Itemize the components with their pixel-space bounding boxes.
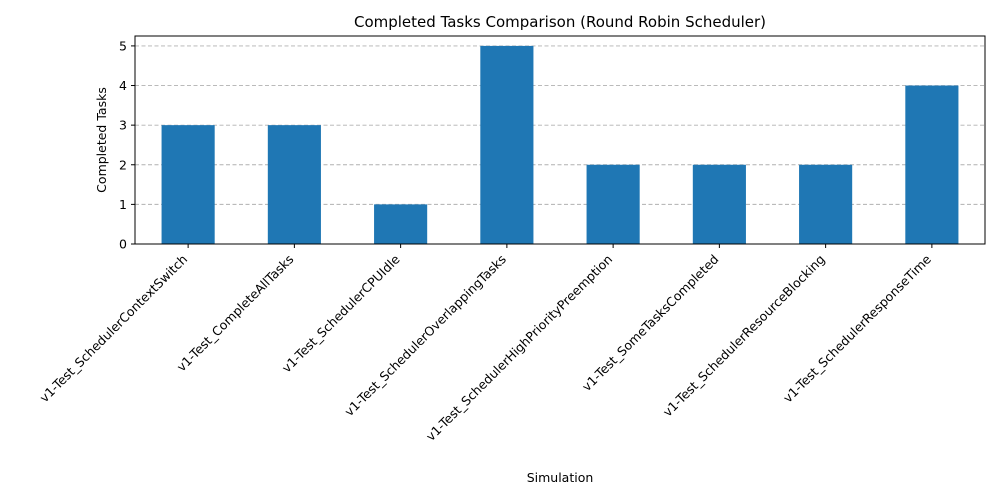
bar xyxy=(374,204,428,244)
grid-lines xyxy=(135,45,985,245)
x-tick-label: v1-Test_SchedulerCPUIdle xyxy=(279,251,403,375)
y-tick-label: 1 xyxy=(119,197,127,212)
bar xyxy=(480,45,534,245)
bar xyxy=(586,164,640,244)
plot-frame xyxy=(134,35,986,245)
bar xyxy=(905,85,959,245)
y-axis-label: Completed Tasks xyxy=(94,87,109,193)
y-tick-label: 3 xyxy=(119,118,127,133)
x-tick-label: v1-Test_SchedulerContextSwitch xyxy=(36,252,190,406)
chart-title: Completed Tasks Comparison (Round Robin … xyxy=(354,13,766,31)
bar xyxy=(267,125,321,244)
x-axis-label: Simulation xyxy=(527,470,594,485)
y-tick-label: 4 xyxy=(119,78,127,93)
x-axis-ticks: v1-Test_SchedulerContextSwitchv1-Test_Co… xyxy=(36,244,934,444)
x-tick-label: v1-Test_SchedulerHighPriorityPreemption xyxy=(423,252,615,444)
y-tick-label: 2 xyxy=(119,157,127,172)
bar xyxy=(161,125,215,244)
y-axis-ticks: 0 1 2 3 4 5 xyxy=(119,38,135,252)
x-tick-label: v1-Test_CompleteAllTasks xyxy=(174,252,297,375)
bar xyxy=(799,164,853,244)
y-tick-label: 0 xyxy=(119,237,127,252)
y-tick-label: 5 xyxy=(119,38,127,53)
bar xyxy=(692,164,746,244)
bars xyxy=(161,45,959,245)
